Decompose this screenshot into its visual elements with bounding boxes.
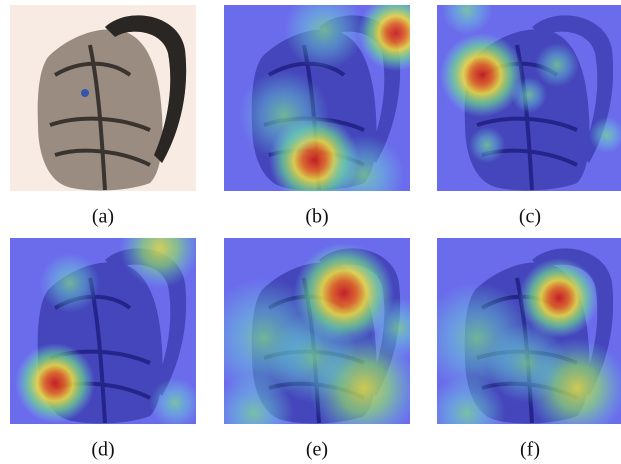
heat-blob bbox=[469, 127, 505, 163]
logo bbox=[81, 89, 89, 97]
image-content bbox=[422, 238, 621, 451]
heat-blob bbox=[120, 208, 200, 288]
heat-blob bbox=[40, 253, 100, 313]
heat-blob bbox=[440, 33, 524, 117]
heat-blob bbox=[487, 323, 567, 403]
heat-blob bbox=[269, 313, 359, 403]
heat-blob bbox=[15, 343, 95, 423]
panel-image bbox=[10, 208, 200, 428]
panel-image bbox=[204, 238, 429, 453]
panel-caption: (f) bbox=[520, 439, 540, 461]
panel-caption: (d) bbox=[91, 439, 114, 461]
heat-blob bbox=[239, 70, 329, 160]
image-content bbox=[437, 0, 621, 191]
heat-blob bbox=[150, 378, 200, 428]
panel-caption: (e) bbox=[306, 439, 328, 461]
heat-blob bbox=[429, 375, 505, 451]
panel-image bbox=[224, 0, 434, 215]
panel-image bbox=[10, 5, 196, 191]
heat-blob bbox=[369, 298, 429, 358]
heat-blob bbox=[324, 135, 404, 215]
panel-caption: (c) bbox=[519, 206, 541, 228]
panel-caption: (a) bbox=[92, 206, 114, 228]
image-content bbox=[224, 0, 434, 215]
image-content bbox=[204, 238, 429, 453]
panel-image bbox=[437, 0, 621, 191]
image-content bbox=[10, 208, 200, 428]
figure: (a) (b) (c) (d) (e) (f) bbox=[0, 0, 621, 464]
heat-blob bbox=[511, 77, 547, 113]
heat-blob bbox=[535, 43, 579, 87]
image-content bbox=[10, 5, 196, 191]
panel-caption: (b) bbox=[305, 206, 328, 228]
panel-image bbox=[422, 238, 621, 451]
